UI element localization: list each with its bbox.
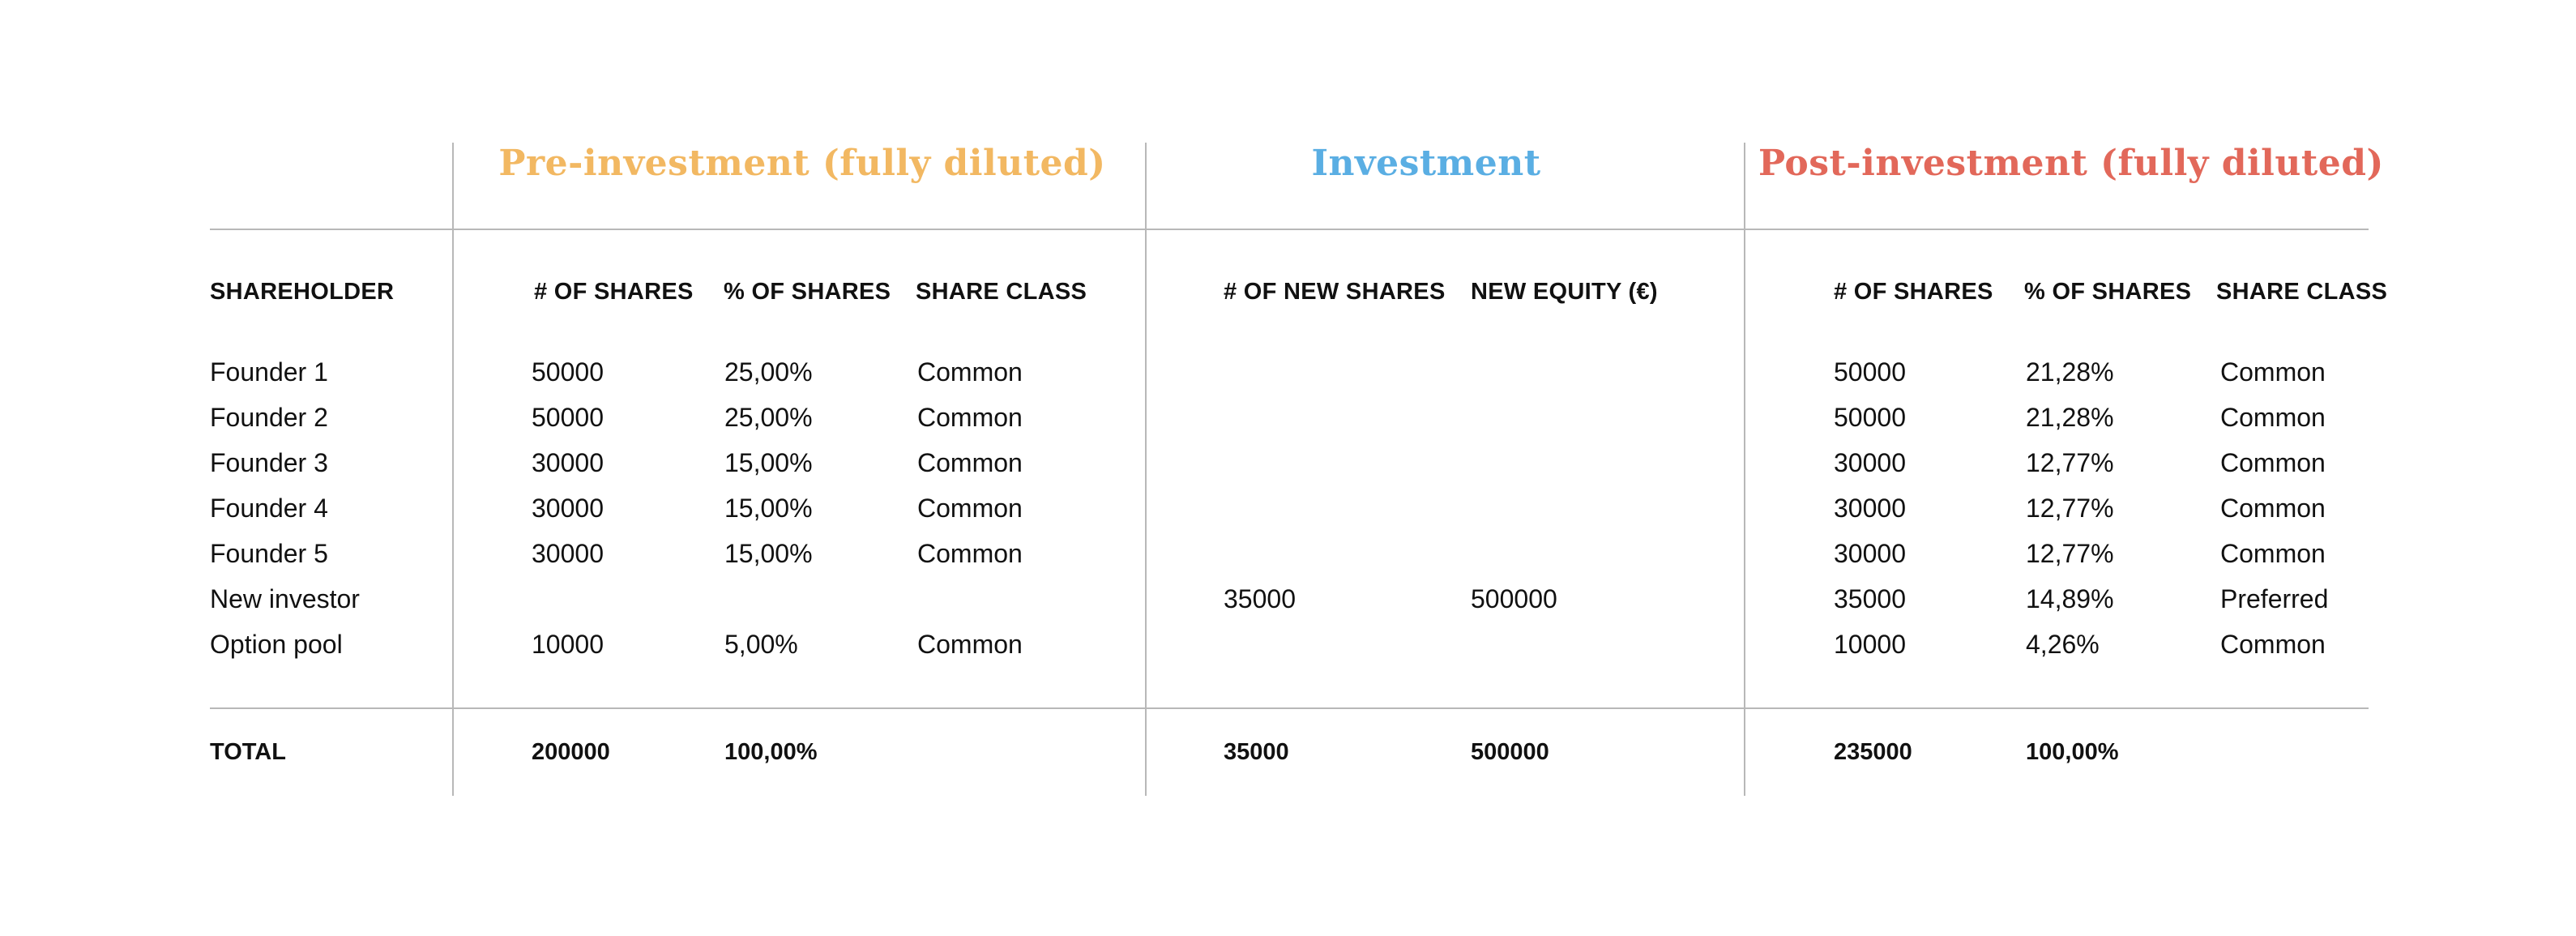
header-shareholder: SHAREHOLDER (210, 279, 395, 305)
pre-shares-cell: 30000 (532, 448, 604, 477)
new-shares-cell: 35000 (1224, 584, 1296, 613)
shareholder-name: Option pool (210, 630, 343, 659)
total-new-equity: 500000 (1471, 739, 1549, 765)
post-share-class-cell: Common (2220, 403, 2326, 432)
shareholder-name: Founder 2 (210, 403, 328, 432)
pre-share-class-cell: Common (917, 630, 1023, 659)
section-title-investment: Investment (1311, 143, 1541, 184)
total-post-shares: 235000 (1834, 739, 1912, 765)
shareholder-name: Founder 4 (210, 494, 328, 523)
total-new-shares: 35000 (1224, 739, 1289, 765)
post-share-class-cell: Preferred (2220, 584, 2329, 613)
post-share-class-cell: Common (2220, 494, 2326, 523)
header-post-share-class: SHARE CLASS (2216, 279, 2388, 305)
new-equity-cell: 500000 (1471, 584, 1557, 613)
total-pre-percent: 100,00% (724, 739, 818, 765)
total-divider (210, 707, 2369, 709)
shareholder-name: Founder 3 (210, 448, 328, 477)
pre-percent-cell: 15,00% (724, 448, 813, 477)
post-share-class-cell: Common (2220, 357, 2326, 387)
post-percent-cell: 12,77% (2026, 539, 2114, 568)
shareholder-name: New investor (210, 584, 360, 613)
post-shares-cell: 10000 (1834, 630, 1906, 659)
shareholder-name: Founder 5 (210, 539, 328, 568)
post-shares-cell: 30000 (1834, 539, 1906, 568)
divider-post (1744, 143, 1745, 796)
post-percent-cell: 12,77% (2026, 494, 2114, 523)
total-label: TOTAL (210, 739, 286, 765)
post-shares-cell: 50000 (1834, 403, 1906, 432)
post-share-class-cell: Common (2220, 448, 2326, 477)
header-new-equity: NEW EQUITY (€) (1471, 279, 1658, 305)
header-divider (210, 229, 2369, 230)
post-percent-cell: 14,89% (2026, 584, 2114, 613)
section-title-post-investment: Post-investment (fully diluted) (1758, 143, 2384, 184)
header-post-shares: # OF SHARES (1834, 279, 1993, 305)
post-shares-cell: 30000 (1834, 448, 1906, 477)
post-percent-cell: 12,77% (2026, 448, 2114, 477)
pre-percent-cell: 5,00% (724, 630, 798, 659)
pre-percent-cell: 15,00% (724, 539, 813, 568)
pre-percent-cell: 25,00% (724, 403, 813, 432)
section-title-pre-investment: Pre-investment (fully diluted) (498, 143, 1106, 184)
total-post-percent: 100,00% (2026, 739, 2119, 765)
pre-percent-cell: 25,00% (724, 357, 813, 387)
pre-share-class-cell: Common (917, 357, 1023, 387)
post-shares-cell: 30000 (1834, 494, 1906, 523)
header-pre-share-class: SHARE CLASS (916, 279, 1087, 305)
pre-shares-cell: 50000 (532, 357, 604, 387)
total-pre-shares: 200000 (532, 739, 610, 765)
pre-shares-cell: 10000 (532, 630, 604, 659)
pre-shares-cell: 30000 (532, 539, 604, 568)
post-percent-cell: 4,26% (2026, 630, 2100, 659)
header-pre-percent: % OF SHARES (724, 279, 891, 305)
post-share-class-cell: Common (2220, 539, 2326, 568)
pre-percent-cell: 15,00% (724, 494, 813, 523)
pre-shares-cell: 50000 (532, 403, 604, 432)
post-shares-cell: 50000 (1834, 357, 1906, 387)
pre-shares-cell: 30000 (532, 494, 604, 523)
pre-share-class-cell: Common (917, 494, 1023, 523)
post-percent-cell: 21,28% (2026, 403, 2114, 432)
divider-pre (452, 143, 454, 796)
pre-share-class-cell: Common (917, 448, 1023, 477)
header-post-percent: % OF SHARES (2024, 279, 2192, 305)
post-shares-cell: 35000 (1834, 584, 1906, 613)
pre-share-class-cell: Common (917, 539, 1023, 568)
shareholder-name: Founder 1 (210, 357, 328, 387)
pre-share-class-cell: Common (917, 403, 1023, 432)
post-percent-cell: 21,28% (2026, 357, 2114, 387)
post-share-class-cell: Common (2220, 630, 2326, 659)
header-pre-shares: # OF SHARES (534, 279, 694, 305)
header-new-shares: # OF NEW SHARES (1224, 279, 1446, 305)
divider-investment (1145, 143, 1147, 796)
